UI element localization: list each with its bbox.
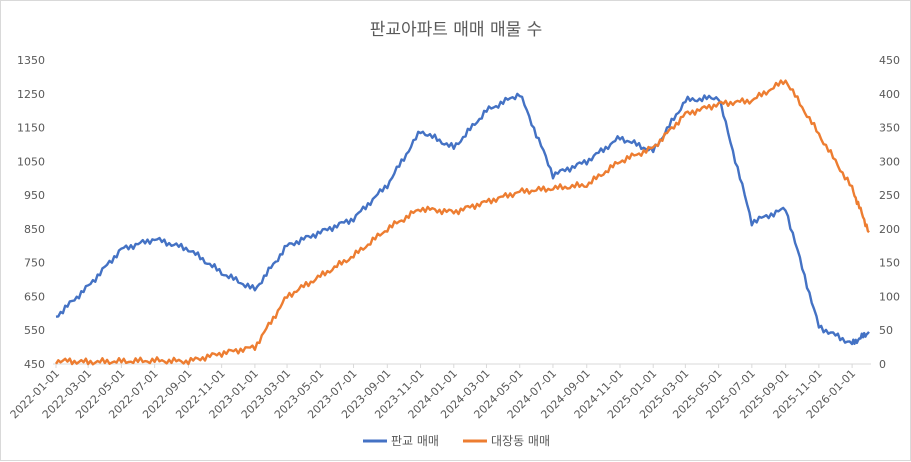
legend-label-2: 대장동 매매 [491, 434, 550, 448]
right-y-tick-label: 450 [879, 54, 900, 67]
right-y-tick-label: 350 [879, 122, 900, 135]
right-y-tick-label: 250 [879, 189, 900, 202]
right-y-tick-label: 100 [879, 290, 900, 303]
right-y-tick-label: 200 [879, 223, 900, 236]
left-y-tick-label: 550 [24, 324, 45, 337]
left-y-tick-label: 650 [24, 290, 45, 303]
right-y-tick-label: 50 [879, 324, 893, 337]
series-line-1 [55, 92, 870, 346]
left-y-tick-label: 950 [24, 189, 45, 202]
left-y-tick-label: 1050 [17, 155, 45, 168]
left-y-tick-label: 750 [24, 257, 45, 270]
right-y-axis: 0 50 100 150 200 250 300 350 400 450 [879, 54, 900, 371]
right-y-tick-label: 300 [879, 155, 900, 168]
left-y-tick-label: 1150 [17, 122, 45, 135]
legend: 판교 매매 대장동 매매 [363, 434, 550, 448]
left-y-tick-label: 850 [24, 223, 45, 236]
series-lines [54, 79, 870, 366]
left-y-tick-label: 1250 [17, 88, 45, 101]
left-y-tick-label: 1350 [17, 54, 45, 67]
left-y-tick-label: 450 [24, 358, 45, 371]
x-axis: 2022-01-012022-03-012022-05-012022-07-01… [8, 364, 858, 421]
legend-label-1: 판교 매매 [391, 434, 439, 448]
chart-title: 판교아파트 매매 매물 수 [370, 20, 543, 40]
left-y-axis: 450 550 650 750 850 950 1050 1150 1250 1350 [17, 54, 45, 371]
right-y-tick-label: 0 [879, 358, 886, 371]
right-y-tick-label: 150 [879, 257, 900, 270]
series-line-2 [54, 79, 870, 366]
right-y-tick-label: 400 [879, 88, 900, 101]
